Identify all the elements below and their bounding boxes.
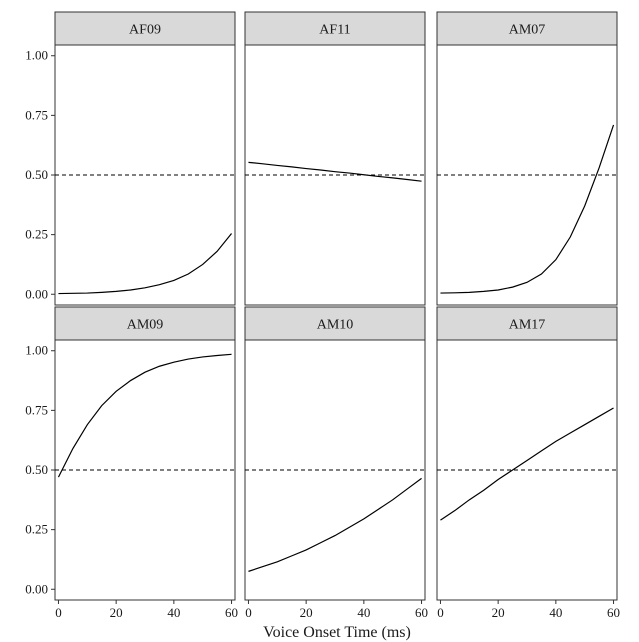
facet-strip-label: AM10 [317,318,354,333]
x-tick-label: 60 [415,605,428,620]
panels: AF09 AF11 AM07 AM09 AM10 AM17 [54,11,618,601]
panel-border [244,339,426,601]
panel-border [436,44,618,306]
facet-panel-af09: AF09 [54,11,236,306]
x-axis-title: Voice Onset Time (ms) [263,624,411,641]
x-tick-label: 40 [549,605,562,620]
x-tick-label: 0 [55,605,62,620]
series-line-am17 [440,407,614,521]
series-line-am09 [57,353,232,478]
y-tick-label: 0.00 [25,286,48,301]
y-tick-label: 1.00 [25,343,48,358]
facet-panel-am17: AM17 [436,306,618,601]
y-tick-label: 0.25 [25,227,48,242]
x-tick-label: 20 [300,605,313,620]
panel-border [54,339,236,601]
y-axes: 0.00 0.25 0.50 0.75 1.00 0.00 0.25 0.50 0.75 1.00 [25,48,55,596]
facet-panel-am10: AM10 [244,306,426,601]
x-axes: 0 20 40 60 0 20 40 60 0 20 40 60 [55,600,620,620]
x-tick-label: 0 [437,605,444,620]
series-line-af11 [248,161,422,182]
y-tick-label: 0.50 [25,462,48,477]
panel-border [54,44,236,306]
x-axis-am09: 0 20 40 60 [55,600,238,620]
facet-strip-label: AM17 [509,318,546,333]
series-line-am07 [440,124,615,294]
x-tick-label: 40 [357,605,370,620]
y-tick-label: 1.00 [25,48,48,63]
y-axis-row-1: 0.00 0.25 0.50 0.75 1.00 [25,48,55,301]
x-tick-label: 0 [245,605,252,620]
series-line-af09 [58,233,233,295]
x-tick-label: 60 [225,605,238,620]
x-tick-label: 60 [607,605,620,620]
x-tick-label: 20 [492,605,505,620]
panel-border [436,339,618,601]
facet-strip [436,11,618,46]
y-axis-row-2: 0.00 0.25 0.50 0.75 1.00 [25,343,55,596]
facet-strip [244,306,426,341]
facet-strip [244,11,426,46]
x-axis-am10: 0 20 40 60 [245,600,428,620]
facet-strip [54,306,236,341]
facet-panel-am09: AM09 [54,306,236,601]
facet-strip-label: AF11 [319,23,350,38]
x-axis-am17: 0 20 40 60 [437,600,620,620]
y-tick-label: 0.25 [25,522,48,537]
series-line-am10 [248,477,422,572]
y-tick-label: 0.75 [25,402,48,417]
facet-strip-label: AF09 [129,23,161,38]
facet-panel-af11: AF11 [244,11,426,306]
y-tick-label: 0.00 [25,581,48,596]
facet-strip [54,11,236,46]
facet-strip [436,306,618,341]
facet-strip-label: AM09 [127,318,164,333]
x-tick-label: 40 [167,605,180,620]
panel-border [244,44,426,306]
facet-panel-am07: AM07 [436,11,618,306]
y-tick-label: 0.50 [25,167,48,182]
x-tick-label: 20 [110,605,123,620]
facet-strip-label: AM07 [509,23,546,38]
y-tick-label: 0.75 [25,107,48,122]
